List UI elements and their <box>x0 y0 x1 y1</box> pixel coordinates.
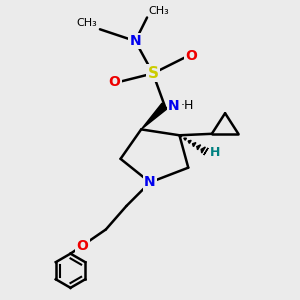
Text: O: O <box>76 239 88 253</box>
Text: CH₃: CH₃ <box>148 6 169 16</box>
Text: N: N <box>130 34 141 48</box>
Text: S: S <box>147 66 158 81</box>
Polygon shape <box>201 147 206 153</box>
Text: H: H <box>210 146 221 159</box>
Text: N: N <box>144 176 156 189</box>
Text: ·H: ·H <box>181 99 194 112</box>
Polygon shape <box>197 145 201 150</box>
Text: O: O <box>185 49 197 63</box>
Text: N: N <box>168 99 179 113</box>
Polygon shape <box>188 140 191 143</box>
Polygon shape <box>204 148 208 155</box>
Text: O: O <box>109 75 121 89</box>
Polygon shape <box>192 142 196 147</box>
Polygon shape <box>141 103 167 129</box>
Polygon shape <box>184 138 187 140</box>
Polygon shape <box>179 135 182 137</box>
Text: CH₃: CH₃ <box>76 18 97 28</box>
